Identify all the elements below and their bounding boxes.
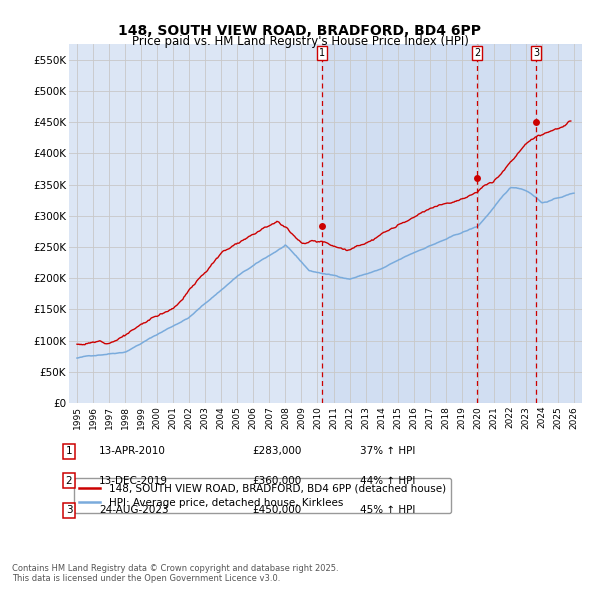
Text: Price paid vs. HM Land Registry's House Price Index (HPI): Price paid vs. HM Land Registry's House … xyxy=(131,35,469,48)
Text: 2: 2 xyxy=(474,48,480,58)
Bar xyxy=(322,44,536,403)
Text: £360,000: £360,000 xyxy=(252,476,301,486)
Text: 1: 1 xyxy=(319,48,325,58)
Text: 45% ↑ HPI: 45% ↑ HPI xyxy=(360,506,415,515)
Text: 1: 1 xyxy=(65,447,73,456)
Bar xyxy=(536,44,582,403)
Text: £283,000: £283,000 xyxy=(252,447,301,456)
Legend: 148, SOUTH VIEW ROAD, BRADFORD, BD4 6PP (detached house), HPI: Average price, de: 148, SOUTH VIEW ROAD, BRADFORD, BD4 6PP … xyxy=(74,478,451,513)
Text: 13-DEC-2019: 13-DEC-2019 xyxy=(99,476,168,486)
Text: 2: 2 xyxy=(65,476,73,486)
Text: 24-AUG-2023: 24-AUG-2023 xyxy=(99,506,169,515)
Text: £450,000: £450,000 xyxy=(252,506,301,515)
Text: 3: 3 xyxy=(533,48,539,58)
Text: 148, SOUTH VIEW ROAD, BRADFORD, BD4 6PP: 148, SOUTH VIEW ROAD, BRADFORD, BD4 6PP xyxy=(119,24,482,38)
Text: 44% ↑ HPI: 44% ↑ HPI xyxy=(360,476,415,486)
Text: Contains HM Land Registry data © Crown copyright and database right 2025.
This d: Contains HM Land Registry data © Crown c… xyxy=(12,563,338,583)
Text: 13-APR-2010: 13-APR-2010 xyxy=(99,447,166,456)
Text: 3: 3 xyxy=(65,506,73,515)
Text: 37% ↑ HPI: 37% ↑ HPI xyxy=(360,447,415,456)
